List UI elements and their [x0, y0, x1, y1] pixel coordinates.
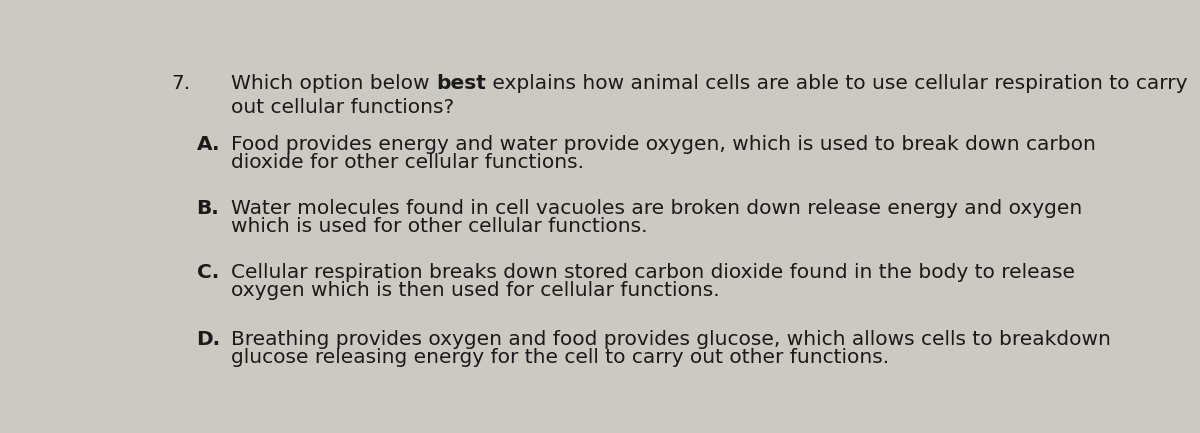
Text: A.: A. [197, 135, 220, 154]
Text: Food provides energy and water provide oxygen, which is used to break down carbo: Food provides energy and water provide o… [232, 135, 1097, 154]
Text: C.: C. [197, 263, 218, 282]
Text: Breathing provides oxygen and food provides glucose, which allows cells to break: Breathing provides oxygen and food provi… [232, 330, 1111, 349]
Text: oxygen which is then used for cellular functions.: oxygen which is then used for cellular f… [232, 281, 720, 300]
Text: Cellular respiration breaks down stored carbon dioxide found in the body to rele: Cellular respiration breaks down stored … [232, 263, 1075, 282]
Text: glucose releasing energy for the cell to carry out other functions.: glucose releasing energy for the cell to… [232, 348, 889, 367]
Text: explains how animal cells are able to use cellular respiration to carry: explains how animal cells are able to us… [486, 74, 1188, 93]
Text: Which option below: Which option below [232, 74, 437, 93]
Text: which is used for other cellular functions.: which is used for other cellular functio… [232, 217, 648, 236]
Text: Water molecules found in cell vacuoles are broken down release energy and oxygen: Water molecules found in cell vacuoles a… [232, 199, 1082, 218]
Text: 7.: 7. [172, 74, 191, 93]
Text: B.: B. [197, 199, 220, 218]
Text: best: best [437, 74, 486, 93]
Text: out cellular functions?: out cellular functions? [232, 98, 455, 117]
Text: D.: D. [197, 330, 221, 349]
Text: dioxide for other cellular functions.: dioxide for other cellular functions. [232, 153, 584, 172]
